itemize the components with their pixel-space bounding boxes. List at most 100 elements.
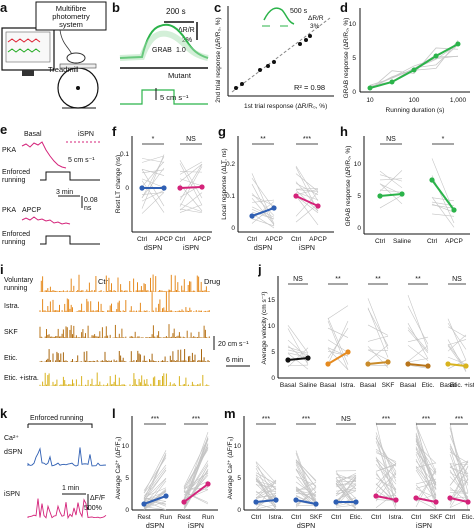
scatter-point — [258, 68, 262, 72]
subject-line — [141, 178, 165, 188]
subject-line — [379, 170, 403, 192]
subject-line — [447, 334, 467, 352]
x-tick: SKF — [430, 514, 443, 521]
subject-line — [449, 447, 469, 505]
mean-point — [305, 355, 311, 361]
subject-line — [287, 352, 309, 358]
subject-line — [295, 459, 317, 488]
subject-line — [415, 493, 437, 502]
subject-line — [449, 479, 469, 508]
x-tick: APCP — [155, 236, 173, 243]
y-tick: 0 — [352, 89, 356, 96]
individual-line — [369, 55, 459, 89]
subject-line — [183, 447, 209, 489]
x-tick: 10 — [366, 97, 374, 104]
row-label-skf: SKF — [4, 329, 18, 336]
subject-line — [449, 435, 469, 481]
mean-point — [163, 493, 169, 499]
subject-line — [335, 480, 357, 504]
mean-line — [327, 351, 349, 365]
subject-line — [179, 171, 203, 173]
panel-label: i — [0, 262, 4, 277]
significance-label: ** — [415, 276, 421, 283]
subject-line — [295, 183, 319, 196]
subject-line — [415, 443, 437, 464]
subject-line — [431, 197, 455, 202]
subject-line — [141, 158, 165, 163]
y-tick: 10 — [268, 323, 276, 330]
grab-label: GRAB — [152, 47, 172, 54]
subject-line — [379, 178, 403, 181]
subject-line — [367, 335, 389, 342]
individual-line — [369, 47, 459, 91]
subject-line — [179, 161, 203, 175]
subject-line — [143, 477, 167, 501]
individual-lines — [369, 40, 459, 91]
mean-line — [375, 495, 397, 501]
speed-scale: 20 cm s⁻¹ — [218, 341, 249, 348]
subject-line — [335, 483, 357, 511]
running-trace — [129, 349, 210, 362]
x-tick: Ctrl — [291, 514, 302, 521]
significance-label: *** — [382, 416, 390, 423]
y-tick: 10 — [122, 443, 130, 450]
apcp-label: APCP — [22, 207, 41, 214]
mean-point — [385, 359, 391, 365]
x-tick: SKF — [382, 382, 395, 389]
voluntary-running-traces: Voluntary running Ctrl Drug Istra. SKF E… — [4, 274, 250, 386]
y-tick: 10 — [349, 21, 357, 28]
mean-line — [251, 207, 275, 217]
significance-label: ** — [260, 136, 266, 143]
scatter-point — [308, 34, 312, 38]
mean-point — [285, 357, 291, 363]
mean-point — [177, 185, 183, 191]
running-trace — [39, 372, 127, 386]
scatter-points — [234, 34, 312, 90]
subject-line — [295, 468, 317, 493]
significance-label: * — [442, 136, 445, 143]
pka-label-2: PKA — [2, 207, 16, 214]
mean-point — [451, 207, 457, 213]
subject-line — [251, 177, 275, 209]
pka-apcp-trace — [21, 216, 71, 225]
speed-scale-label: 5 cm s⁻¹ — [160, 93, 189, 102]
significance-label: *** — [455, 416, 463, 423]
row-label-istra: Istra. — [4, 303, 20, 310]
mean-line — [407, 363, 429, 367]
subject-line — [143, 453, 167, 500]
mutant-label: Mutant — [168, 71, 192, 80]
group-label: iSPN — [188, 523, 204, 528]
row-label-etic-istra: Etic. +istra. — [4, 375, 39, 382]
mean-point — [253, 499, 259, 505]
mean-line — [367, 361, 389, 365]
y-axis-label: Average Ca²⁺ (ΔF/F₀) — [227, 437, 234, 500]
subject-line — [407, 358, 429, 363]
scatter-point — [234, 86, 238, 90]
subject-line — [367, 298, 389, 350]
subject-line — [449, 487, 469, 503]
subject-line — [295, 493, 317, 496]
y-tick: 0 — [357, 225, 361, 232]
y-tick: 10 — [234, 443, 242, 450]
subject-line — [447, 322, 467, 350]
calcium-drug-plot: Average Ca²⁺ (ΔF/F₀) 0 5 10 *** *** NS *** *** *… — [227, 416, 474, 528]
significance-label: *** — [192, 416, 200, 423]
subject-line — [379, 183, 403, 205]
panel-label: l — [112, 406, 116, 421]
subject-line — [327, 305, 349, 320]
subject-line — [251, 211, 275, 220]
subject-line — [431, 196, 455, 228]
subject-line — [375, 437, 397, 472]
subject-line — [183, 469, 209, 511]
subject-line — [447, 339, 467, 346]
panel-c: c 2nd trial response (ΔR/R₀, %) 500 s ΔR… — [214, 0, 338, 118]
ns-label: ns — [84, 205, 92, 212]
subject-line — [183, 465, 209, 510]
y-tick: 0 — [271, 375, 275, 382]
group-label: dSPN — [144, 245, 162, 252]
subject-line — [141, 192, 165, 195]
subject-line — [251, 201, 275, 220]
panel-l: l Average Ca²⁺ (ΔF/F₀) 0 5 10 *** *** Rest Run… — [112, 406, 222, 528]
subject-line — [251, 218, 275, 227]
